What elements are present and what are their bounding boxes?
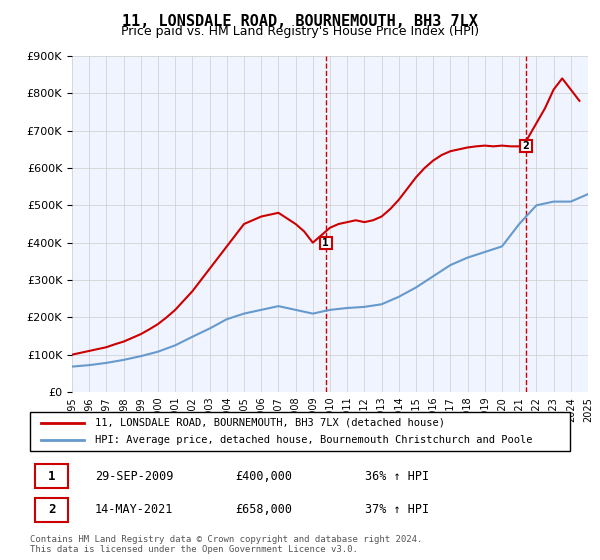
FancyBboxPatch shape — [30, 412, 570, 451]
Text: 37% ↑ HPI: 37% ↑ HPI — [365, 503, 429, 516]
Text: 2: 2 — [48, 503, 55, 516]
Text: Contains HM Land Registry data © Crown copyright and database right 2024.
This d: Contains HM Land Registry data © Crown c… — [30, 535, 422, 554]
Text: £400,000: £400,000 — [235, 469, 292, 483]
FancyBboxPatch shape — [35, 497, 68, 522]
Text: 1: 1 — [48, 469, 55, 483]
Text: Price paid vs. HM Land Registry's House Price Index (HPI): Price paid vs. HM Land Registry's House … — [121, 25, 479, 38]
Text: 14-MAY-2021: 14-MAY-2021 — [95, 503, 173, 516]
Text: 11, LONSDALE ROAD, BOURNEMOUTH, BH3 7LX (detached house): 11, LONSDALE ROAD, BOURNEMOUTH, BH3 7LX … — [95, 418, 445, 428]
Text: 29-SEP-2009: 29-SEP-2009 — [95, 469, 173, 483]
Text: 2: 2 — [522, 141, 529, 151]
Text: 11, LONSDALE ROAD, BOURNEMOUTH, BH3 7LX: 11, LONSDALE ROAD, BOURNEMOUTH, BH3 7LX — [122, 14, 478, 29]
Text: HPI: Average price, detached house, Bournemouth Christchurch and Poole: HPI: Average price, detached house, Bour… — [95, 435, 532, 445]
FancyBboxPatch shape — [35, 464, 68, 488]
Text: 1: 1 — [322, 237, 329, 248]
Text: 36% ↑ HPI: 36% ↑ HPI — [365, 469, 429, 483]
Text: £658,000: £658,000 — [235, 503, 292, 516]
